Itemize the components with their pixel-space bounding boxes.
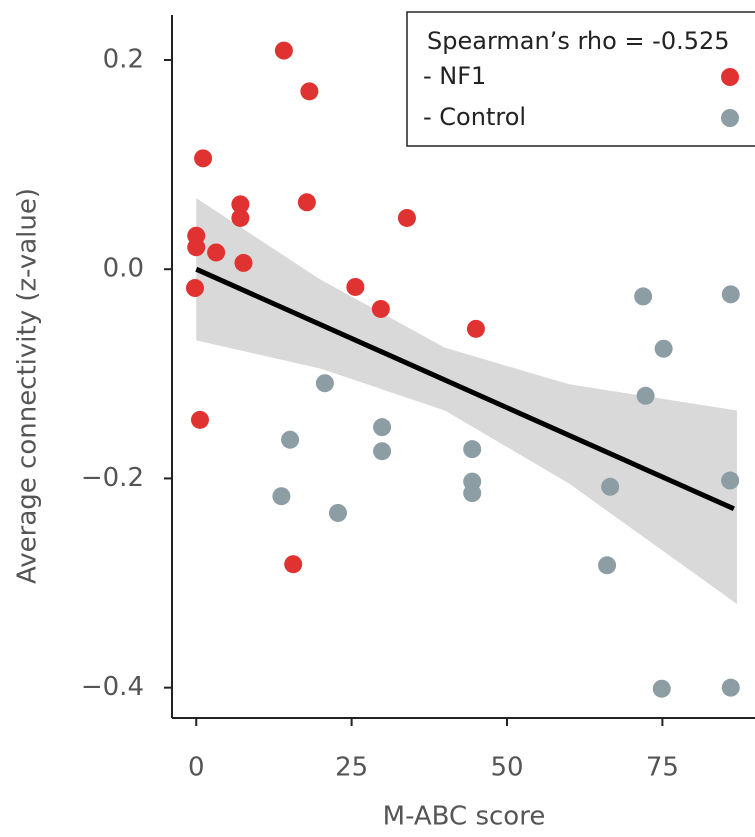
y-axis-label: Average connectivity (z-value)	[13, 188, 43, 584]
regression-line	[195, 266, 735, 512]
legend-box	[406, 11, 755, 147]
legend-label: - Control	[423, 103, 526, 131]
point	[371, 299, 390, 318]
point	[300, 82, 319, 101]
point	[397, 208, 416, 227]
point	[373, 442, 392, 461]
y-tick-label: −0.2	[81, 463, 144, 493]
x-tick-label: 25	[335, 753, 368, 783]
point	[721, 678, 740, 697]
point	[634, 287, 653, 306]
x-axis-label: M-ABC score	[383, 802, 546, 832]
y-tick-label: 0.2	[103, 44, 144, 74]
x-tick-label: 50	[490, 753, 523, 783]
point	[297, 193, 316, 212]
point	[721, 285, 740, 304]
point	[466, 319, 485, 338]
confidence-band	[196, 198, 737, 604]
point	[207, 243, 226, 262]
point	[281, 430, 300, 449]
legend-title: Spearman’s rho = -0.525	[427, 27, 730, 55]
point	[185, 279, 204, 298]
point	[187, 238, 206, 257]
y-tick-label: 0.0	[103, 254, 144, 284]
point	[315, 374, 334, 393]
point	[601, 477, 620, 496]
point	[373, 418, 392, 437]
point	[654, 339, 673, 358]
legend-marker	[721, 68, 739, 86]
point	[274, 41, 293, 60]
point	[652, 679, 671, 698]
point	[463, 484, 482, 503]
point	[190, 410, 209, 429]
point	[636, 386, 655, 405]
point	[284, 555, 303, 574]
point	[328, 503, 347, 522]
legend-label: - NF1	[423, 62, 486, 90]
point	[721, 471, 740, 490]
point	[272, 487, 291, 506]
x-tick-label: 0	[188, 753, 205, 783]
point	[231, 195, 250, 214]
y-tick-label: −0.4	[81, 672, 144, 702]
point	[194, 149, 213, 168]
legend-marker	[721, 109, 739, 127]
point	[598, 556, 617, 575]
point	[463, 440, 482, 459]
point	[346, 277, 365, 296]
x-tick-label: 75	[646, 753, 679, 783]
point	[234, 253, 253, 272]
point	[231, 208, 250, 227]
